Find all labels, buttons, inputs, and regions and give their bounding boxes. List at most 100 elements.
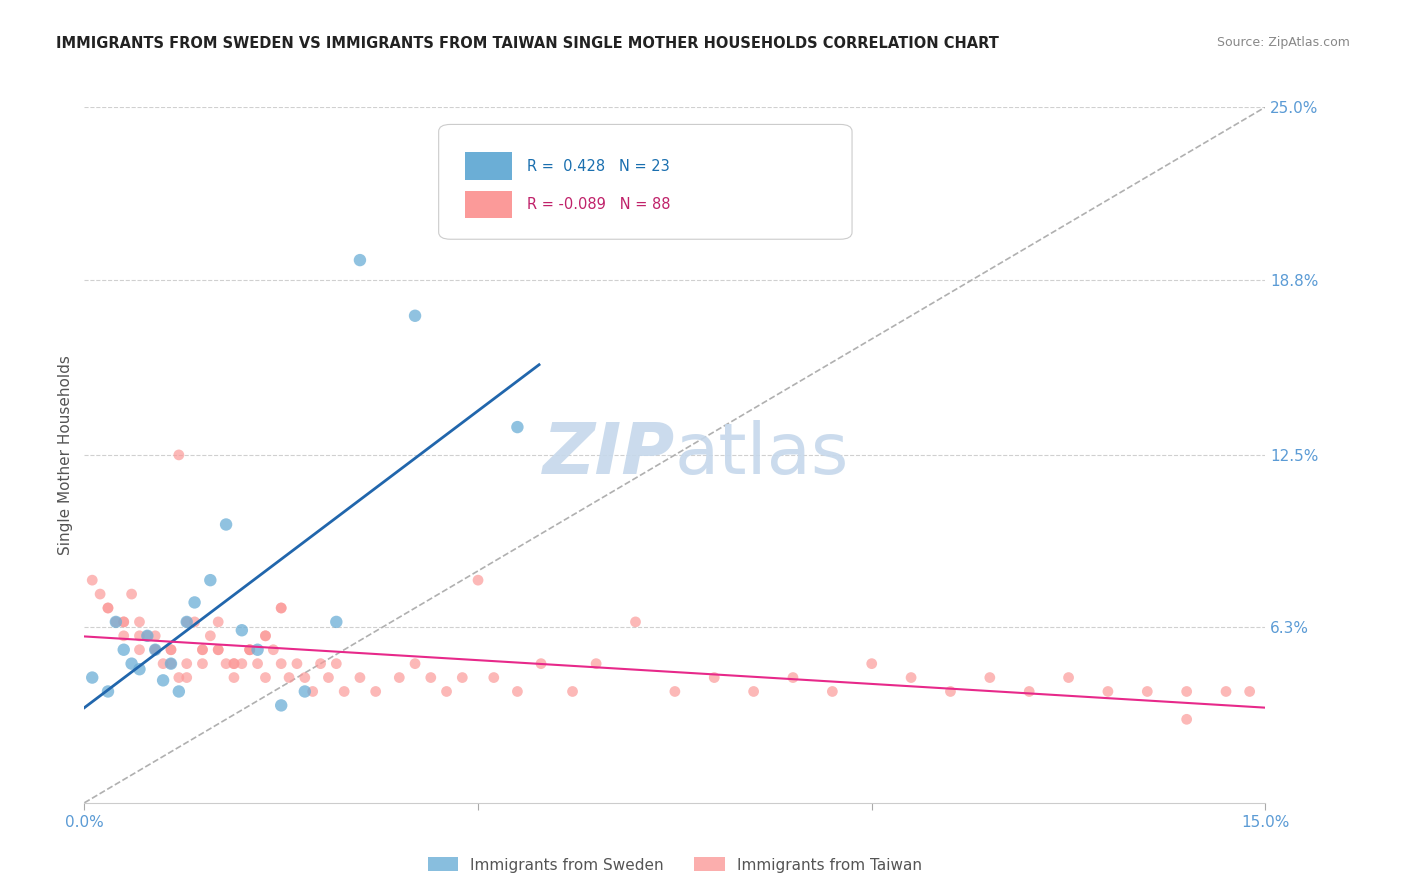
Text: ZIP: ZIP bbox=[543, 420, 675, 490]
Point bbox=[239, 642, 262, 657]
Point bbox=[167, 684, 190, 698]
Point bbox=[278, 671, 301, 685]
Text: Source: ZipAtlas.com: Source: ZipAtlas.com bbox=[1216, 36, 1350, 49]
FancyBboxPatch shape bbox=[439, 125, 852, 239]
Point bbox=[270, 698, 292, 713]
Point bbox=[128, 662, 150, 676]
Point bbox=[89, 587, 111, 601]
Point bbox=[530, 657, 553, 671]
Point bbox=[939, 684, 962, 698]
Point bbox=[467, 573, 489, 587]
Point bbox=[200, 629, 222, 643]
Legend: Immigrants from Sweden, Immigrants from Taiwan: Immigrants from Sweden, Immigrants from … bbox=[422, 851, 928, 879]
Point bbox=[239, 642, 262, 657]
Point bbox=[104, 615, 127, 629]
Point bbox=[128, 629, 150, 643]
Point bbox=[1097, 684, 1119, 698]
Point bbox=[176, 615, 198, 629]
Point bbox=[207, 642, 229, 657]
Point bbox=[333, 684, 356, 698]
Point bbox=[222, 671, 245, 685]
Point bbox=[451, 671, 474, 685]
Point bbox=[1018, 684, 1040, 698]
Point bbox=[561, 684, 583, 698]
Point bbox=[364, 684, 387, 698]
Point bbox=[136, 629, 159, 643]
Point bbox=[143, 629, 166, 643]
Point bbox=[121, 587, 143, 601]
Point bbox=[325, 615, 347, 629]
Point bbox=[231, 657, 253, 671]
Point bbox=[121, 657, 143, 671]
Point bbox=[294, 684, 316, 698]
Point bbox=[160, 642, 183, 657]
Point bbox=[152, 673, 174, 688]
Point bbox=[97, 601, 120, 615]
Bar bbox=[464, 191, 512, 219]
Point bbox=[152, 657, 174, 671]
Point bbox=[349, 671, 371, 685]
Point bbox=[1057, 671, 1080, 685]
Text: atlas: atlas bbox=[675, 420, 849, 490]
Point bbox=[191, 642, 214, 657]
Point bbox=[222, 657, 245, 671]
Point bbox=[506, 684, 529, 698]
Point bbox=[301, 684, 323, 698]
Point bbox=[176, 657, 198, 671]
Text: IMMIGRANTS FROM SWEDEN VS IMMIGRANTS FROM TAIWAN SINGLE MOTHER HOUSEHOLDS CORREL: IMMIGRANTS FROM SWEDEN VS IMMIGRANTS FRO… bbox=[56, 36, 1000, 51]
Point bbox=[112, 629, 135, 643]
Point bbox=[215, 517, 238, 532]
Point bbox=[254, 629, 277, 643]
Point bbox=[1175, 684, 1198, 698]
Point bbox=[246, 642, 269, 657]
Point bbox=[624, 615, 647, 629]
Point bbox=[183, 595, 205, 609]
Point bbox=[1136, 684, 1159, 698]
Point bbox=[703, 671, 725, 685]
Point bbox=[309, 657, 332, 671]
Point bbox=[143, 642, 166, 657]
Point bbox=[82, 671, 104, 685]
Point bbox=[82, 573, 104, 587]
Point bbox=[215, 657, 238, 671]
Point bbox=[506, 420, 529, 434]
Point bbox=[112, 615, 135, 629]
Bar bbox=[464, 153, 512, 180]
Point bbox=[262, 642, 284, 657]
Text: R = -0.089   N = 88: R = -0.089 N = 88 bbox=[527, 197, 671, 212]
Point bbox=[239, 642, 262, 657]
Point bbox=[1239, 684, 1261, 698]
Point bbox=[160, 657, 183, 671]
Point bbox=[388, 671, 411, 685]
Point bbox=[200, 573, 222, 587]
Point bbox=[270, 657, 292, 671]
Point bbox=[97, 601, 120, 615]
Point bbox=[167, 671, 190, 685]
Point bbox=[270, 601, 292, 615]
Point bbox=[1215, 684, 1237, 698]
Point bbox=[979, 671, 1001, 685]
Point bbox=[325, 657, 347, 671]
Point bbox=[143, 642, 166, 657]
Point bbox=[191, 642, 214, 657]
Point bbox=[664, 684, 686, 698]
Point bbox=[254, 671, 277, 685]
Point bbox=[285, 657, 308, 671]
Point bbox=[294, 671, 316, 685]
Point bbox=[207, 615, 229, 629]
Point bbox=[404, 657, 426, 671]
Point bbox=[270, 601, 292, 615]
Point bbox=[821, 684, 844, 698]
Point bbox=[176, 615, 198, 629]
Point bbox=[160, 642, 183, 657]
Point bbox=[112, 615, 135, 629]
Y-axis label: Single Mother Households: Single Mother Households bbox=[58, 355, 73, 555]
Point bbox=[404, 309, 426, 323]
Point bbox=[176, 671, 198, 685]
Point bbox=[160, 657, 183, 671]
Point bbox=[222, 657, 245, 671]
Point bbox=[104, 615, 127, 629]
Point bbox=[860, 657, 883, 671]
Point bbox=[207, 642, 229, 657]
Point bbox=[191, 657, 214, 671]
